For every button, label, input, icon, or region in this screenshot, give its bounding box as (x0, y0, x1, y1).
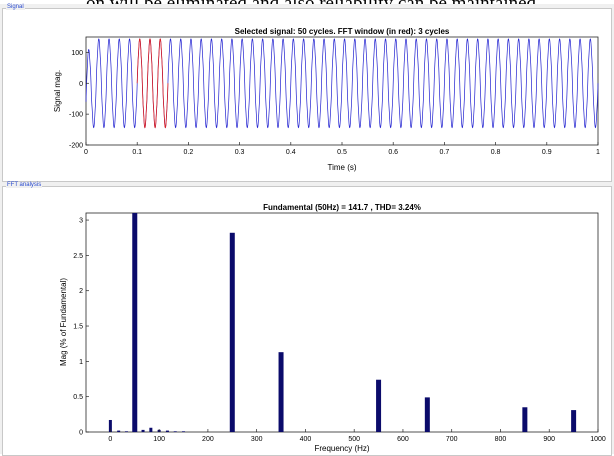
signal-xtick-label: 0.1 (132, 149, 142, 156)
fft-xlabel: Frequency (Hz) (314, 444, 369, 453)
signal-xtick-label: 0.5 (337, 149, 347, 156)
signal-xtick-label: 0.2 (184, 149, 194, 156)
fft-ytick-label: 2 (79, 288, 83, 295)
fft-bar (376, 379, 382, 432)
fft-bar (149, 427, 153, 432)
fft-xtick-label: 900 (543, 436, 555, 443)
fft-bar (229, 232, 235, 432)
signal-xtick-label: 1 (596, 149, 600, 156)
signal-xtick-label: 0.4 (286, 149, 296, 156)
fft-bar (117, 430, 121, 432)
signal-xtick-label: 0.7 (440, 149, 450, 156)
fft-bar (571, 410, 577, 432)
fft-bar (124, 431, 128, 432)
signal-panel-label: Signal (6, 4, 25, 10)
fft-bar (132, 213, 138, 432)
fft-xtick-label: 200 (202, 436, 214, 443)
fft-ytick-label: 1.5 (73, 324, 83, 331)
fft-xtick-label: 100 (153, 436, 165, 443)
signal-ytick-label: 100 (71, 50, 83, 57)
fft-bar (182, 431, 186, 432)
signal-title: Selected signal: 50 cycles. FFT window (… (235, 27, 450, 36)
signal-xtick-label: 0 (84, 149, 88, 156)
fft-ytick-label: 0 (79, 430, 83, 437)
fft-ytick-label: 2.5 (73, 253, 83, 260)
fft-bar (278, 352, 284, 432)
fft-bar (108, 419, 112, 432)
fft-bar (173, 431, 177, 432)
fft-bar (141, 429, 145, 432)
fft-ylabel: Mag (% of Fundamental) (59, 278, 68, 366)
fft-xtick-label: 300 (251, 436, 263, 443)
signal-xlabel: Time (s) (327, 163, 356, 172)
fft-panel-label: FFT analysis (6, 182, 43, 188)
signal-ytick-label: 0 (79, 81, 83, 88)
fft-bar (424, 397, 430, 432)
signal-ytick-label: -200 (69, 143, 83, 150)
fft-xtick-label: 1000 (590, 436, 606, 443)
fft-xtick-label: 600 (397, 436, 409, 443)
signal-xtick-label: 0.3 (235, 149, 245, 156)
fft-xtick-label: 700 (446, 436, 458, 443)
fft-title: Fundamental (50Hz) = 141.7 , THD= 3.24% (263, 203, 421, 212)
fft-xtick-label: 800 (495, 436, 507, 443)
signal-trace (85, 38, 599, 129)
fft-window-trace (136, 38, 169, 129)
signal-ylabel: Signal mag. (53, 70, 62, 112)
fft-xtick-label: 400 (300, 436, 312, 443)
fft-bar (165, 430, 169, 432)
fft-ytick-label: 0.5 (73, 394, 83, 401)
signal-xtick-label: 0.9 (542, 149, 552, 156)
fft-xtick-label: 0 (108, 436, 112, 443)
fft-xtick-label: 500 (348, 436, 360, 443)
signal-xtick-label: 0.8 (491, 149, 501, 156)
fft-axes-box (85, 212, 599, 433)
fft-ytick-label: 1 (79, 359, 83, 366)
signal-ytick-label: -100 (69, 112, 83, 119)
fft-ytick-label: 3 (79, 218, 83, 225)
fft-bar (522, 407, 528, 432)
signal-xtick-label: 0.6 (388, 149, 398, 156)
